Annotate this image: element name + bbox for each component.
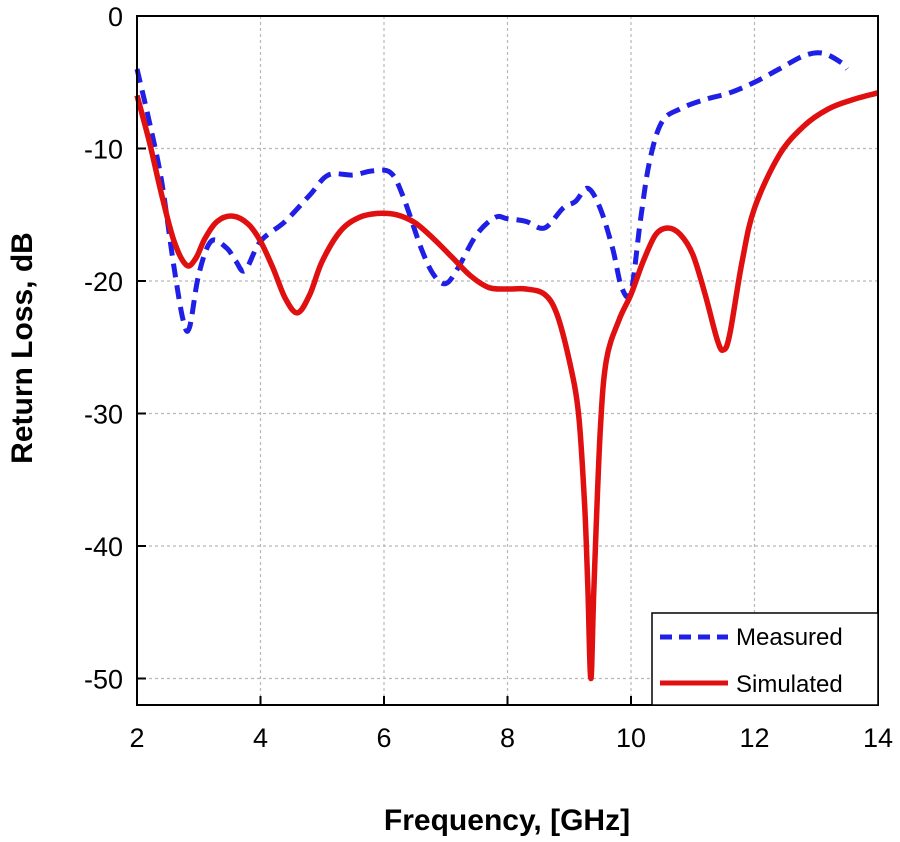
y-axis-label: Return Loss, dB <box>6 232 39 464</box>
simulated-series-line <box>134 90 879 682</box>
legend-box <box>651 612 879 706</box>
grid-lines <box>137 16 878 705</box>
legend-label-simulated: Simulated <box>736 671 843 698</box>
y-tick-label: -20 <box>84 267 123 297</box>
legend: Measured Simulated <box>651 612 879 706</box>
series-layer <box>134 50 879 682</box>
x-tick-label: 10 <box>616 723 646 753</box>
x-tick-label: 12 <box>739 723 769 753</box>
y-tick-label: -10 <box>84 135 123 165</box>
x-tick-label: 4 <box>253 723 268 753</box>
axis-ticks: 2 4 6 8 10 12 14 0 -10 -20 -30 -40 -50 <box>84 2 893 753</box>
y-tick-label: 0 <box>108 2 123 32</box>
y-tick-label: -30 <box>84 400 123 430</box>
y-tick-label: -50 <box>84 665 123 695</box>
y-tick-label: -40 <box>84 532 123 562</box>
x-tick-label: 8 <box>500 723 515 753</box>
legend-label-measured: Measured <box>736 624 843 651</box>
x-axis-label: Frequency, [GHz] <box>384 804 630 837</box>
x-tick-label: 14 <box>863 723 893 753</box>
x-tick-label: 6 <box>376 723 391 753</box>
x-tick-label: 2 <box>129 723 144 753</box>
